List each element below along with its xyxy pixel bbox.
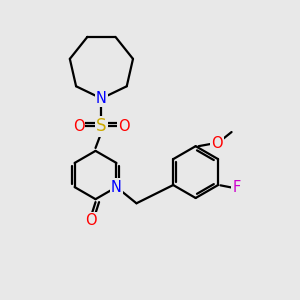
Text: O: O [73, 119, 84, 134]
Text: N: N [111, 180, 122, 195]
Text: O: O [118, 119, 130, 134]
Text: O: O [85, 213, 97, 228]
Text: S: S [96, 117, 107, 135]
Text: F: F [232, 180, 241, 195]
Text: N: N [96, 91, 107, 106]
Text: O: O [211, 136, 223, 151]
